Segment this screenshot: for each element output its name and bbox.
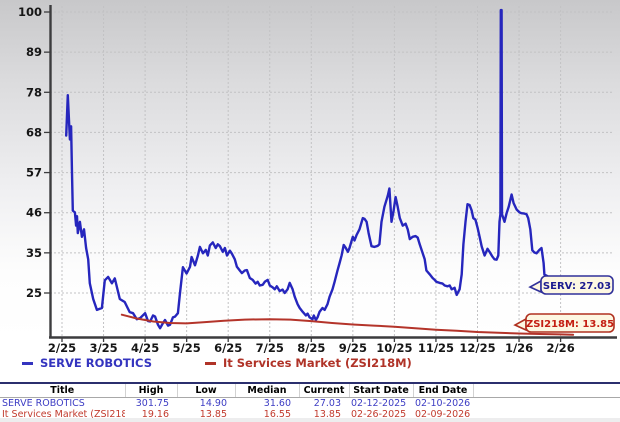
x-axis-label: 10/25 bbox=[376, 341, 412, 355]
legend-label-market: It Services Market (ZSI218M) bbox=[223, 356, 412, 370]
table-cell-wrap: 16.55 bbox=[235, 409, 299, 421]
legend-item-serve-robotics: SERVE ROBOTICS bbox=[22, 355, 152, 371]
table-cell-wrap: 14.90 bbox=[177, 398, 235, 409]
callout-serv-current-tail bbox=[528, 279, 542, 294]
x-axis-label: 3/25 bbox=[89, 341, 117, 355]
y-axis-label: 100 bbox=[18, 5, 42, 19]
price-chart: 100 89 78 68 57 46 35 25 2/25 3/25 4/25 5/25 6/25 7/2… bbox=[18, 5, 617, 355]
table-cell-wrap: 13.85 bbox=[177, 409, 235, 421]
table-header-row: Title High Low Median Current Start Date End D… bbox=[0, 383, 620, 398]
table-cell: 27.03 bbox=[313, 398, 341, 409]
x-axis-label: 2/26 bbox=[546, 341, 574, 355]
table-cell-wrap: 19.16 bbox=[125, 409, 177, 421]
x-axis-label: 4/25 bbox=[131, 341, 159, 355]
column-header-end-date: End Date bbox=[413, 383, 474, 398]
table-cell: 02-26-2025 bbox=[351, 409, 407, 420]
table-cell-wrap: 02-10-2026 bbox=[413, 398, 473, 409]
series-line-serve-robotics bbox=[64, 8, 553, 330]
callout-zsi218m-current-label: ZSI218M: 13.85 bbox=[526, 319, 614, 330]
table-cell-wrap: SERVE ROBOTICS bbox=[0, 398, 125, 409]
series-line-it-services-market bbox=[120, 313, 575, 336]
x-axis-label: 5/25 bbox=[173, 341, 201, 355]
table-cell-wrap: 02-12-2025 bbox=[349, 398, 413, 409]
table-cell: 301.75 bbox=[135, 398, 169, 409]
table-cell: 14.90 bbox=[199, 398, 227, 409]
table-row: It Services Market (ZSI218M) 19.16 13.85 16… bbox=[0, 409, 620, 421]
x-axis-label: 8/25 bbox=[297, 341, 325, 355]
column-header-title: Title bbox=[0, 383, 126, 398]
table-cell: 02-12-2025 bbox=[351, 398, 407, 409]
column-header-median: Median bbox=[235, 383, 300, 398]
x-axis-label: 6/25 bbox=[214, 341, 242, 355]
table-cell: 16.55 bbox=[263, 409, 291, 420]
table-cell-wrap: 13.85 bbox=[299, 409, 349, 421]
x-axis-label: 2/25 bbox=[48, 341, 76, 355]
y-axis-label: 89 bbox=[26, 45, 42, 59]
table-cell-wrap: 301.75 bbox=[125, 398, 177, 409]
legend-label-serve: SERVE ROBOTICS bbox=[40, 356, 152, 370]
column-header-low: Low bbox=[177, 383, 236, 398]
table-cell-wrap: It Services Market (ZSI218M) bbox=[0, 409, 125, 421]
x-axis-label: 9/25 bbox=[339, 341, 367, 355]
table-cell-wrap: 27.03 bbox=[299, 398, 349, 409]
table-cell-wrap: 02-09-2026 bbox=[413, 409, 473, 421]
table-cell: 13.85 bbox=[313, 409, 341, 420]
legend-item-it-services-market: It Services Market (ZSI218M) bbox=[205, 355, 412, 371]
summary-table: Title High Low Median Current Start Date End D… bbox=[0, 382, 620, 421]
table-title-link[interactable]: It Services Market (ZSI218M) bbox=[2, 409, 125, 420]
y-axis-label: 35 bbox=[26, 246, 42, 260]
table-cell: 13.85 bbox=[199, 409, 227, 420]
summary-table-section: Title High Low Median Current Start Date End D… bbox=[0, 382, 620, 421]
x-axis-label: 1/26 bbox=[505, 341, 533, 355]
bottom-divider bbox=[0, 418, 620, 422]
table-cell: 19.16 bbox=[141, 409, 169, 420]
table-cell: 02-10-2026 bbox=[415, 398, 471, 409]
callout-serv-current-box bbox=[540, 275, 614, 295]
column-header-high: High bbox=[125, 383, 178, 398]
table-cell-filler bbox=[473, 398, 620, 410]
table-row: SERVE ROBOTICS 301.75 14.90 31.60 27.03 02-12… bbox=[0, 398, 620, 410]
y-axis-label: 68 bbox=[26, 125, 42, 139]
y-axis-label: 25 bbox=[26, 286, 42, 300]
legend-swatch-serve-icon bbox=[22, 361, 33, 365]
callout-zsi218m-current-tail bbox=[513, 317, 527, 332]
column-header-start-date: Start Date bbox=[349, 383, 414, 398]
y-axis-label: 46 bbox=[26, 206, 42, 220]
table-cell: 02-09-2026 bbox=[415, 409, 471, 420]
chart-legend: SERVE ROBOTICS It Services Market (ZSI21… bbox=[0, 355, 620, 371]
callout-zsi218m-current-box bbox=[525, 313, 615, 333]
column-header-current: Current bbox=[299, 383, 350, 398]
y-axis-label: 57 bbox=[26, 166, 42, 180]
legend-swatch-market-icon bbox=[205, 361, 216, 365]
callout-serv-current-label: SERV: 27.03 bbox=[543, 281, 611, 292]
y-axis-label: 78 bbox=[26, 85, 42, 99]
table-cell-wrap: 31.60 bbox=[235, 398, 299, 409]
table-title-cell: SERVE ROBOTICS bbox=[2, 398, 85, 409]
x-axis-label: 7/25 bbox=[256, 341, 284, 355]
column-header-filler bbox=[473, 383, 620, 398]
table-cell-wrap: 02-26-2025 bbox=[349, 409, 413, 421]
x-axis-label: 11/25 bbox=[418, 341, 454, 355]
table-cell: 31.60 bbox=[263, 398, 291, 409]
x-axis-label: 12/25 bbox=[459, 341, 495, 355]
